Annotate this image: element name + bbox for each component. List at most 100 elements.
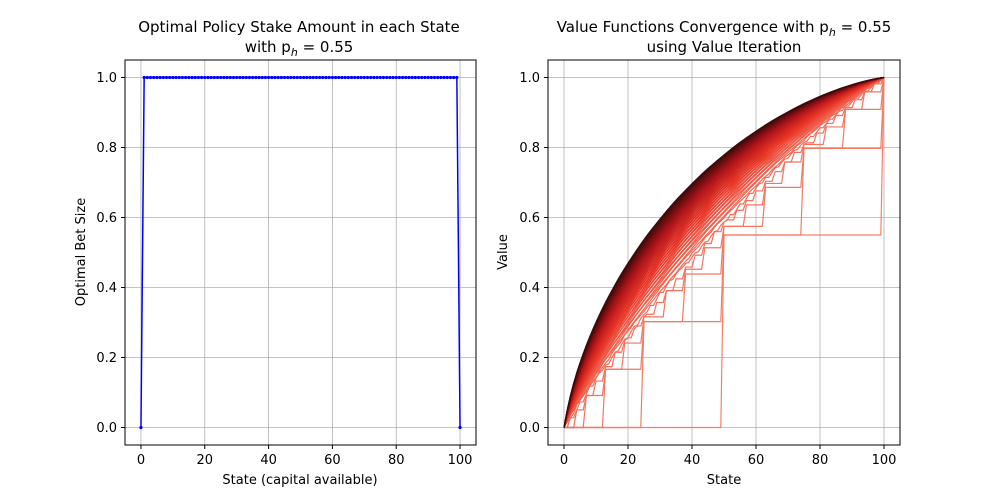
policy-point <box>330 75 335 80</box>
value-chart-series <box>563 76 885 429</box>
policy-point <box>254 75 258 80</box>
policy-point <box>445 75 449 80</box>
policy-point <box>231 75 236 80</box>
policy-point <box>407 75 411 80</box>
policy-point <box>372 75 376 80</box>
value-chart-y-tick-label: 0.4 <box>519 281 540 296</box>
policy-point <box>177 75 181 80</box>
policy-chart: Optimal Policy Stake Amount in each Stat… <box>74 18 477 488</box>
policy-point <box>190 75 194 80</box>
policy-point <box>432 75 437 80</box>
policy-chart-ticks: 0 20 40 60 80 100 0.0 0.2 0.4 0.6 0.8 1.0 <box>96 71 472 468</box>
value-sweep-line <box>563 76 885 428</box>
value-sweep-line <box>563 76 885 428</box>
policy-point <box>171 75 175 80</box>
policy-point <box>260 75 264 80</box>
policy-point <box>279 75 283 80</box>
policy-point <box>324 75 328 80</box>
value-chart-title-line1: Value Functions Convergence with ph = 0.… <box>557 18 892 39</box>
policy-point <box>458 425 462 430</box>
value-sweep-line <box>564 77 885 429</box>
policy-point <box>203 75 207 80</box>
policy-point <box>426 75 430 80</box>
value-chart-x-tick-label: 0 <box>560 453 568 468</box>
policy-point <box>193 75 197 80</box>
policy-point <box>209 75 213 80</box>
policy-point <box>215 75 220 80</box>
policy-point <box>375 75 379 80</box>
value-chart-x-tick-label: 60 <box>748 453 765 468</box>
policy-point <box>206 75 210 80</box>
policy-point <box>235 75 239 80</box>
policy-point <box>187 75 191 80</box>
value-sweep-line <box>563 76 885 428</box>
policy-point <box>286 75 290 80</box>
policy-point <box>334 75 338 80</box>
policy-point <box>391 75 395 80</box>
value-chart-y-tick-label: 0.0 <box>519 421 540 436</box>
policy-point <box>168 75 172 80</box>
policy-chart-x-tick-label: 80 <box>388 453 405 468</box>
policy-point <box>369 75 373 80</box>
policy-point <box>420 75 424 80</box>
policy-point <box>385 75 389 80</box>
policy-chart-title-line1: Optimal Policy Stake Amount in each Stat… <box>138 18 460 36</box>
policy-chart-y-tick-label: 0.4 <box>96 281 117 296</box>
policy-point <box>145 75 149 80</box>
policy-chart-y-tick-label: 0.0 <box>96 421 117 436</box>
policy-point <box>448 75 453 80</box>
value-chart-x-tick-label: 100 <box>872 453 897 468</box>
policy-point <box>452 75 456 80</box>
policy-point <box>139 425 143 430</box>
policy-point <box>155 75 159 80</box>
value-sweep-line <box>563 76 885 428</box>
policy-point <box>270 75 274 80</box>
policy-point <box>349 75 354 80</box>
policy-point <box>311 75 315 80</box>
policy-point <box>416 75 421 80</box>
policy-chart-x-tick-label: 100 <box>448 453 473 468</box>
policy-point <box>365 75 370 80</box>
policy-point <box>337 75 341 80</box>
policy-point <box>381 75 386 80</box>
policy-point <box>404 75 408 80</box>
policy-point <box>247 75 252 80</box>
policy-point <box>442 75 446 80</box>
policy-chart-x-tick-label: 60 <box>324 453 341 468</box>
policy-chart-frame <box>124 59 477 446</box>
policy-point <box>276 75 280 80</box>
policy-point <box>423 75 427 80</box>
value-chart-xlabel: State <box>707 473 741 488</box>
policy-point <box>161 75 165 80</box>
policy-point <box>222 75 226 80</box>
policy-chart-title-line2: with ph = 0.55 <box>245 38 354 59</box>
policy-chart-x-tick-label: 40 <box>260 453 277 468</box>
policy-point <box>343 75 347 80</box>
policy-point <box>257 75 261 80</box>
policy-point <box>346 75 350 80</box>
policy-point <box>340 75 344 80</box>
policy-point <box>241 75 245 80</box>
policy-point <box>244 75 248 80</box>
value-chart-x-tick-label: 20 <box>620 453 637 468</box>
policy-point <box>321 75 325 80</box>
value-chart-title-line2: using Value Iteration <box>647 38 802 56</box>
policy-chart-y-tick-label: 1.0 <box>96 71 117 86</box>
policy-point <box>184 75 188 80</box>
policy-point <box>401 75 405 80</box>
value-chart-y-tick-label: 1.0 <box>519 71 540 86</box>
policy-chart-x-tick-label: 0 <box>137 453 145 468</box>
policy-point <box>282 75 287 80</box>
policy-point <box>225 75 229 80</box>
policy-chart-series <box>139 75 462 430</box>
policy-point <box>397 75 402 80</box>
policy-point <box>308 75 312 80</box>
policy-point <box>251 75 255 80</box>
policy-point <box>289 75 293 80</box>
policy-point <box>196 75 200 80</box>
policy-point <box>305 75 309 80</box>
value-sweep-line <box>564 77 885 429</box>
policy-point <box>292 75 296 80</box>
policy-chart-xlabel: State (capital available) <box>222 473 377 488</box>
